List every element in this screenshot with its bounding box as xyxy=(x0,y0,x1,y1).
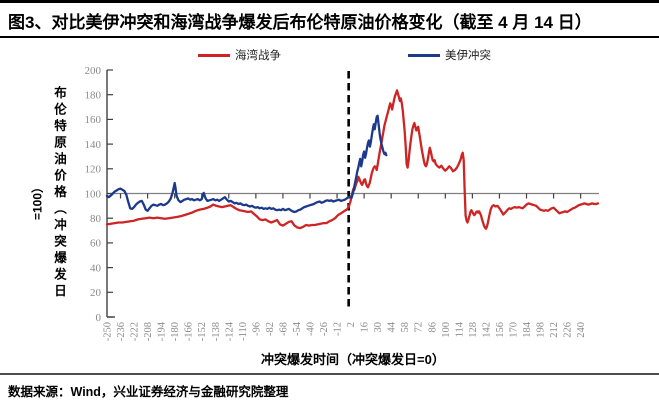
x-axis-title: 冲突爆发时间（冲突爆发日=0） xyxy=(261,352,445,367)
y-axis-title: 布伦特原油价格（冲突爆发日 xyxy=(52,86,66,301)
x-tick-label: -208 xyxy=(143,322,154,341)
x-tick-label: 128 xyxy=(468,322,479,338)
series-line-gulf-war xyxy=(105,89,600,230)
x-tick-label: 58 xyxy=(400,322,411,333)
x-tick-label: 212 xyxy=(549,322,560,338)
top-border-rule xyxy=(0,0,659,3)
y-tick-label: 160 xyxy=(85,114,102,126)
y-tick-label: 120 xyxy=(85,164,102,176)
legend-label-us-iran-conflict: 美伊冲突 xyxy=(445,50,491,62)
x-tick-label: 142 xyxy=(481,322,492,338)
x-tick-label: 44 xyxy=(387,321,398,332)
title-divider xyxy=(0,36,659,38)
x-tick-label: -96 xyxy=(251,322,262,336)
source-divider xyxy=(0,373,659,375)
figure-title: 图3、对比美伊冲突和海湾战争爆发后布伦特原油价格变化（截至 4 月 14 日） xyxy=(8,13,592,32)
legend-item-us-iran-conflict: 美伊冲突 xyxy=(408,47,491,63)
y-tick-label: 100 xyxy=(85,188,102,200)
x-tick-label: -194 xyxy=(157,321,168,341)
y-tick-label: 180 xyxy=(85,90,102,102)
x-tick-label: -250 xyxy=(103,322,114,341)
x-tick-label: 198 xyxy=(536,322,547,338)
y-tick-label: 20 xyxy=(90,287,102,299)
legend-line-us-iran-conflict xyxy=(408,53,440,57)
legend-label-gulf-war: 海湾战争 xyxy=(235,50,281,62)
y-tick-label: 40 xyxy=(90,262,102,274)
y-axis-title-suffix: =100） xyxy=(30,180,45,221)
x-tick-label: -26 xyxy=(319,322,330,336)
x-tick-label: 30 xyxy=(373,322,384,333)
source-note: 数据来源：Wind，兴业证券经济与金融研究院整理 xyxy=(8,385,289,399)
x-tick-label: -12 xyxy=(333,322,344,336)
x-tick-label: -124 xyxy=(224,321,235,341)
x-tick-label: -68 xyxy=(278,322,289,336)
series-line-us-iran-conflict xyxy=(105,114,388,214)
x-tick-label: -236 xyxy=(116,322,127,341)
x-tick-label: 72 xyxy=(414,322,425,333)
x-tick-label: 184 xyxy=(522,321,533,338)
x-tick-label: -166 xyxy=(184,322,195,341)
x-tick-label: 114 xyxy=(454,321,465,337)
x-tick-label: -40 xyxy=(305,322,316,336)
legend-line-gulf-war xyxy=(198,53,230,57)
x-tick-label: -222 xyxy=(130,322,141,341)
x-tick-label: 170 xyxy=(508,322,519,338)
x-tick-label: 16 xyxy=(360,322,371,333)
x-tick-label: -110 xyxy=(238,322,249,341)
y-tick-label: 60 xyxy=(90,238,102,250)
x-tick-label: -180 xyxy=(170,322,181,341)
x-tick-label: 100 xyxy=(441,322,452,338)
y-tick-label: 200 xyxy=(85,65,102,77)
x-tick-label: -54 xyxy=(292,321,303,336)
x-tick-label: -82 xyxy=(265,322,276,336)
x-tick-label: 156 xyxy=(495,322,506,338)
y-tick-label: 80 xyxy=(90,213,102,225)
x-tick-label: -138 xyxy=(211,322,222,341)
legend-item-gulf-war: 海湾战争 xyxy=(198,47,281,63)
x-tick-label: 240 xyxy=(576,322,587,338)
x-tick-label: 226 xyxy=(563,322,574,338)
x-tick-label: 2 xyxy=(346,322,357,327)
y-tick-label: 0 xyxy=(96,312,102,324)
y-tick-label: 140 xyxy=(85,139,102,151)
x-tick-label: -152 xyxy=(197,322,208,341)
x-tick-label: 86 xyxy=(427,322,438,333)
